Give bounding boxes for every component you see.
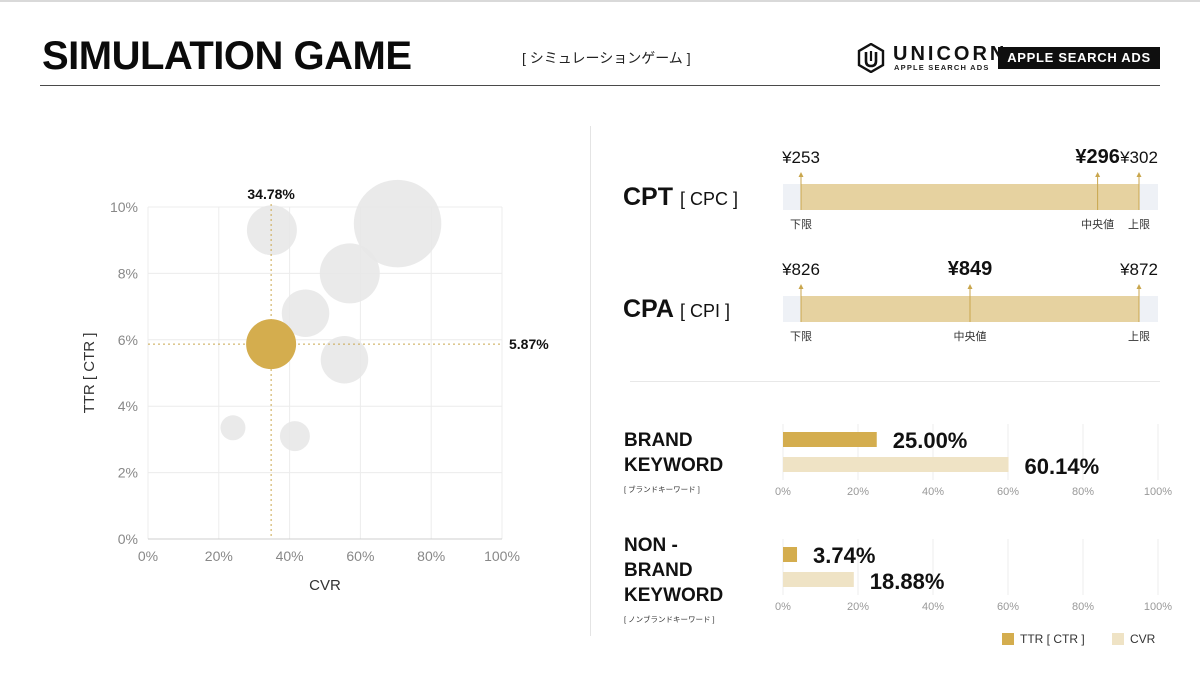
top-border	[0, 0, 1200, 2]
cpi-label: [ CPI ]	[679, 301, 730, 321]
x-tick-label: 20%	[205, 548, 233, 564]
cvr-bar-label: 18.88%	[870, 569, 945, 594]
y-tick-label: 8%	[118, 265, 138, 281]
marker-arrow-icon	[1095, 172, 1101, 177]
highlight-bubble	[246, 319, 297, 370]
x-tick-label: 100%	[484, 548, 520, 564]
marker-arrow-icon	[967, 284, 973, 289]
bubble-point	[281, 289, 330, 337]
range-label-min: 下限	[790, 330, 812, 343]
highlight-y-label: 5.87%	[509, 336, 549, 352]
range-value-mid: ¥849	[948, 258, 993, 280]
cvr-bar	[783, 457, 1009, 472]
x-axis-title: CVR	[309, 577, 341, 594]
ttr-bar	[783, 432, 877, 447]
cvr-bar-label: 60.14%	[1025, 454, 1100, 479]
marker-arrow-icon	[1136, 172, 1142, 177]
range-label-min: 下限	[790, 218, 812, 231]
nonbrand-keyword-line-2: BRAND	[624, 560, 693, 581]
x-tick-label: 40%	[276, 548, 304, 564]
y-tick-label: 6%	[118, 332, 138, 348]
panel-divider	[590, 126, 591, 636]
range-label-mid: 中央値	[954, 330, 987, 343]
y-tick-label: 2%	[118, 465, 138, 481]
nonbrand-keyword-title: NON - BRAND KEYWORD [ ノンブランドキーワード ]	[624, 533, 723, 625]
ttr-bar	[783, 547, 798, 562]
brand-keyword-line-2: KEYWORD	[624, 455, 724, 476]
kw-tick-label: 60%	[997, 486, 1019, 498]
kw-tick-label: 0%	[775, 601, 791, 613]
kw-tick-label: 20%	[847, 486, 869, 498]
unicorn-logo-icon	[857, 43, 885, 73]
ttr-bar-label: 25.00%	[893, 428, 968, 453]
highlight-x-label: 34.78%	[247, 186, 295, 202]
page-title: SIMULATION GAME	[42, 34, 412, 78]
kw-tick-label: 80%	[1072, 486, 1094, 498]
apple-search-ads-badge: APPLE SEARCH ADS	[998, 47, 1160, 69]
kw-tick-label: 40%	[922, 601, 944, 613]
legend-ttr-label: TTR [ CTR ]	[1020, 632, 1085, 646]
header-divider	[40, 85, 1160, 86]
ttr-bar-label: 3.74%	[813, 543, 875, 568]
marker-arrow-icon	[1136, 284, 1142, 289]
y-tick-label: 10%	[110, 199, 138, 215]
y-axis-title: TTR [ CTR ]	[81, 333, 98, 414]
range-value-max: ¥872	[1119, 260, 1158, 279]
kw-tick-label: 60%	[997, 601, 1019, 613]
kw-tick-label: 40%	[922, 486, 944, 498]
legend-ttr-swatch	[1002, 633, 1014, 645]
cpc-label: [ CPC ]	[679, 189, 738, 209]
cpt-metric-title: CPT [ CPC ]	[623, 183, 738, 212]
bubble-point	[220, 415, 246, 441]
y-tick-label: 0%	[118, 531, 138, 547]
kw-tick-label: 0%	[775, 486, 791, 498]
kw-tick-label: 100%	[1144, 601, 1172, 613]
cvr-bar	[783, 572, 854, 587]
range-value-mid: ¥296	[1075, 146, 1120, 168]
kw-tick-label: 20%	[847, 601, 869, 613]
bubble-point	[320, 335, 369, 384]
x-tick-label: 0%	[138, 548, 158, 564]
x-tick-label: 80%	[417, 548, 445, 564]
cpa-metric-title: CPA [ CPI ]	[623, 295, 730, 324]
cpt-label: CPT	[623, 183, 673, 211]
marker-arrow-icon	[798, 172, 804, 177]
range-fill	[801, 184, 1139, 210]
brand-keyword-line-1: BRAND	[624, 430, 693, 451]
cpa-label: CPA	[623, 295, 673, 323]
kw-tick-label: 80%	[1072, 601, 1094, 613]
bubble-point	[279, 421, 310, 452]
range-value-min: ¥253	[781, 148, 820, 167]
bubble-point	[246, 205, 297, 256]
marker-arrow-icon	[798, 284, 804, 289]
range-label-max: 上限	[1128, 218, 1150, 231]
nonbrand-keyword-line-1: NON -	[624, 535, 678, 556]
legend-cvr-label: CVR	[1130, 632, 1156, 646]
brand-name: UNICORN	[893, 43, 1008, 65]
range-value-max: ¥302	[1119, 148, 1158, 167]
range-value-min: ¥826	[781, 260, 820, 279]
legend-cvr-swatch	[1112, 633, 1124, 645]
nonbrand-keyword-line-3: KEYWORD	[624, 585, 724, 606]
section-divider	[630, 381, 1160, 382]
kw-tick-label: 100%	[1144, 486, 1172, 498]
y-tick-label: 4%	[118, 398, 138, 414]
brand-keyword-title: BRAND KEYWORD [ ブランドキーワード ]	[624, 428, 723, 495]
nonbrand-keyword-subtitle: [ ノンブランドキーワード ]	[624, 615, 715, 624]
range-label-max: 上限	[1128, 330, 1150, 343]
brand-keyword-subtitle: [ ブランドキーワード ]	[624, 485, 700, 494]
bubble-point	[319, 243, 380, 304]
x-tick-label: 60%	[346, 548, 374, 564]
page-subtitle: [ シミュレーションゲーム ]	[522, 50, 691, 66]
range-label-mid: 中央値	[1081, 218, 1114, 231]
bubble-chart: 0% 20% 40% 60% 80% 100% 0% 2% 4% 6% 8% 10% CVR TTR [ …	[81, 179, 549, 594]
bubble-point	[353, 179, 442, 268]
brand-subtitle: APPLE SEARCH ADS	[894, 63, 990, 72]
